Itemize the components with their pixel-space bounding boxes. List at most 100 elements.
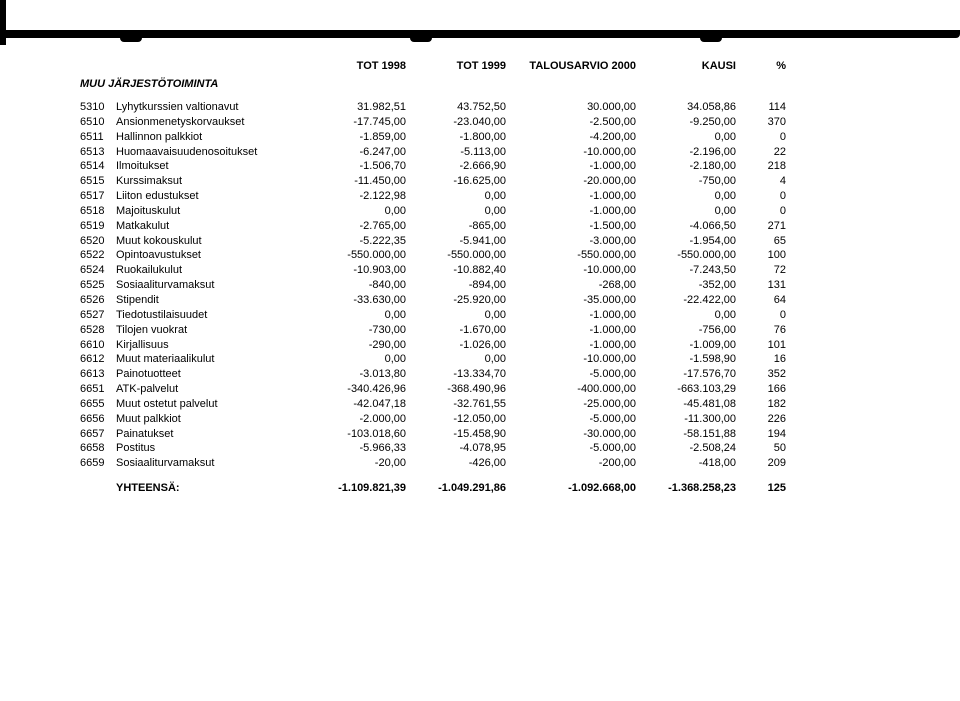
row-c2: 0,00 (406, 352, 506, 367)
row-c2: -23.040,00 (406, 115, 506, 130)
row-code: 6612 (80, 352, 116, 367)
row-c1: -730,00 (306, 323, 406, 338)
row-code: 6519 (80, 219, 116, 234)
row-c1: -3.013,80 (306, 367, 406, 382)
row-c4: -663.103,29 (636, 382, 736, 397)
row-label: Lyhytkurssien valtionavut (116, 100, 306, 115)
row-label: Muut palkkiot (116, 412, 306, 427)
row-c5: 64 (736, 293, 786, 308)
row-code: 6522 (80, 248, 116, 263)
section-title: MUU JÄRJESTÖTOIMINTA (80, 78, 910, 90)
table-body: 5310Lyhytkurssien valtionavut31.982,5143… (80, 100, 910, 471)
row-c3: -5.000,00 (506, 367, 636, 382)
row-c4: -418,00 (636, 456, 736, 471)
row-c1: -20,00 (306, 456, 406, 471)
row-label: Tilojen vuokrat (116, 323, 306, 338)
row-c4: 0,00 (636, 189, 736, 204)
table-row: 6520Muut kokouskulut-5.222,35-5.941,00-3… (80, 234, 910, 249)
row-c3: -10.000,00 (506, 263, 636, 278)
row-c1: -1.506,70 (306, 159, 406, 174)
row-c3: -200,00 (506, 456, 636, 471)
table-row: 6613Painotuotteet-3.013,80-13.334,70-5.0… (80, 367, 910, 382)
row-c3: -268,00 (506, 278, 636, 293)
row-code: 6513 (80, 145, 116, 160)
row-c4: -1.598,90 (636, 352, 736, 367)
row-c2: 0,00 (406, 189, 506, 204)
row-c1: -103.018,60 (306, 427, 406, 442)
table-row: 6528Tilojen vuokrat-730,00-1.670,00-1.00… (80, 323, 910, 338)
table-row: 6659Sosiaaliturvamaksut-20,00-426,00-200… (80, 456, 910, 471)
table-row: 6651ATK-palvelut-340.426,96-368.490,96-4… (80, 382, 910, 397)
row-c5: 22 (736, 145, 786, 160)
table-row: 6518Majoituskulut0,000,00-1.000,000,000 (80, 204, 910, 219)
row-c4: -352,00 (636, 278, 736, 293)
row-label: Kurssimaksut (116, 174, 306, 189)
row-label: Kirjallisuus (116, 338, 306, 353)
row-code: 6515 (80, 174, 116, 189)
row-c3: -30.000,00 (506, 427, 636, 442)
row-c5: 194 (736, 427, 786, 442)
table-row: 5310Lyhytkurssien valtionavut31.982,5143… (80, 100, 910, 115)
row-c2: -13.334,70 (406, 367, 506, 382)
row-c5: 166 (736, 382, 786, 397)
row-code: 6526 (80, 293, 116, 308)
header-tot1999: TOT 1999 (406, 60, 506, 72)
total-c4: -1.368.258,23 (636, 481, 736, 496)
row-label: Ansionmenetyskorvaukset (116, 115, 306, 130)
row-c5: 0 (736, 308, 786, 323)
row-c3: -1.000,00 (506, 323, 636, 338)
scan-artifact (120, 34, 142, 42)
table-row: 6527Tiedotustilaisuudet0,000,00-1.000,00… (80, 308, 910, 323)
row-c2: -1.670,00 (406, 323, 506, 338)
table-row: 6510Ansionmenetyskorvaukset-17.745,00-23… (80, 115, 910, 130)
row-c4: -17.576,70 (636, 367, 736, 382)
row-c5: 4 (736, 174, 786, 189)
table-row: 6612Muut materiaalikulut0,000,00-10.000,… (80, 352, 910, 367)
row-c4: -1.954,00 (636, 234, 736, 249)
row-label: Majoituskulut (116, 204, 306, 219)
scan-artifact (0, 30, 960, 38)
row-c4: 0,00 (636, 130, 736, 145)
total-c1: -1.109.821,39 (306, 481, 406, 496)
row-label: Sosiaaliturvamaksut (116, 278, 306, 293)
row-c4: 0,00 (636, 204, 736, 219)
row-c1: -10.903,00 (306, 263, 406, 278)
row-label: Painatukset (116, 427, 306, 442)
row-code: 6659 (80, 456, 116, 471)
row-c2: 0,00 (406, 308, 506, 323)
total-c2: -1.049.291,86 (406, 481, 506, 496)
row-c2: -15.458,90 (406, 427, 506, 442)
row-c2: -550.000,00 (406, 248, 506, 263)
row-label: Painotuotteet (116, 367, 306, 382)
row-c5: 0 (736, 204, 786, 219)
row-c1: -840,00 (306, 278, 406, 293)
row-c3: -550.000,00 (506, 248, 636, 263)
row-code: 6514 (80, 159, 116, 174)
row-code: 6511 (80, 130, 116, 145)
total-label: YHTEENSÄ: (80, 481, 306, 496)
row-label: Ruokailukulut (116, 263, 306, 278)
row-c5: 16 (736, 352, 786, 367)
row-code: 6651 (80, 382, 116, 397)
row-c3: -25.000,00 (506, 397, 636, 412)
row-c2: -426,00 (406, 456, 506, 471)
row-c3: 30.000,00 (506, 100, 636, 115)
row-c5: 65 (736, 234, 786, 249)
row-label: Ilmoitukset (116, 159, 306, 174)
row-code: 6655 (80, 397, 116, 412)
row-c3: -10.000,00 (506, 352, 636, 367)
row-c5: 0 (736, 189, 786, 204)
row-c2: -16.625,00 (406, 174, 506, 189)
row-c3: -5.000,00 (506, 412, 636, 427)
row-label: Tiedotustilaisuudet (116, 308, 306, 323)
row-c5: 114 (736, 100, 786, 115)
total-c5: 125 (736, 481, 786, 496)
row-c5: 76 (736, 323, 786, 338)
row-c4: -1.009,00 (636, 338, 736, 353)
row-c3: -1.500,00 (506, 219, 636, 234)
table-row: 6526Stipendit-33.630,00-25.920,00-35.000… (80, 293, 910, 308)
row-code: 6520 (80, 234, 116, 249)
row-c3: -1.000,00 (506, 308, 636, 323)
row-code: 6613 (80, 367, 116, 382)
row-c1: -290,00 (306, 338, 406, 353)
